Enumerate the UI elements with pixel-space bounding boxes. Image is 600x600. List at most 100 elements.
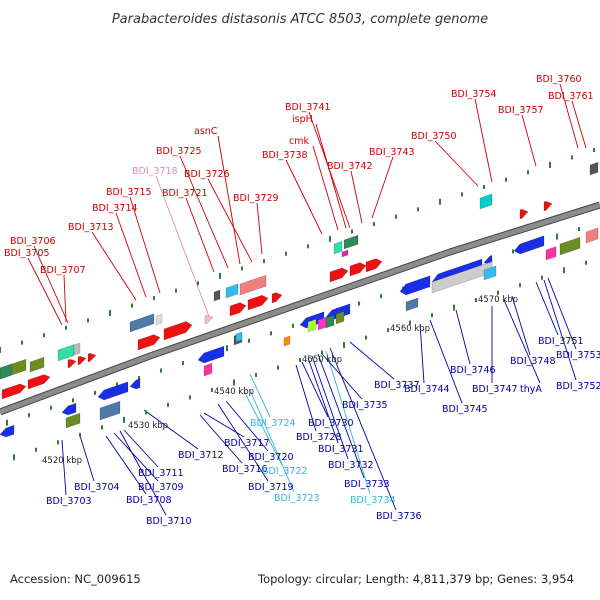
tick-dot <box>483 185 485 190</box>
callout-line <box>285 159 323 235</box>
callout-lines <box>27 83 587 516</box>
callout-line <box>105 435 147 495</box>
tick-dot <box>277 365 279 370</box>
gene-label: BDI_3738 <box>262 150 308 161</box>
gene-feature <box>197 345 225 364</box>
gene-label: BDI_3726 <box>184 169 230 180</box>
gene-feature <box>365 258 383 273</box>
gene-label: BDI_3710 <box>146 516 192 527</box>
callout-line <box>547 277 577 350</box>
gene-label: BDI_3723 <box>274 493 320 504</box>
tick-dot <box>131 303 133 308</box>
callout-line <box>315 123 347 229</box>
gene-feature <box>129 313 155 333</box>
gene-label: BDI_3754 <box>451 89 497 100</box>
tick-dot <box>233 379 235 386</box>
callout-line <box>63 274 67 323</box>
gene-feature <box>0 363 13 380</box>
gene-feature <box>349 262 367 277</box>
gene-feature <box>329 267 349 283</box>
gene-label: BDI_3709 <box>138 482 184 493</box>
kbp-tick-label: 4560 kbp <box>390 324 430 334</box>
gene-features <box>0 161 599 438</box>
tick-dot <box>153 296 155 301</box>
gene-feature <box>235 331 243 343</box>
callout-line <box>350 170 363 224</box>
callout-line <box>61 439 67 496</box>
callout-line <box>308 111 351 229</box>
tick-dot <box>182 361 184 366</box>
callout-line <box>249 389 295 493</box>
callout-line <box>243 390 283 466</box>
callout-line <box>371 156 394 219</box>
gene-label: BDI_3750 <box>411 131 457 142</box>
callout-line <box>155 175 211 320</box>
tick-dot <box>519 283 521 288</box>
gene-feature <box>137 334 161 351</box>
gene-label: BDI_3742 <box>327 161 373 172</box>
gene-label: BDI_3708 <box>126 495 172 506</box>
gene-label: BDI_3752 <box>556 381 600 392</box>
tick-dot <box>123 416 125 423</box>
callout-line <box>115 212 147 298</box>
gene-feature <box>67 358 77 369</box>
gene-feature <box>271 292 283 304</box>
tick-dot <box>512 249 514 254</box>
gene-label: BDI_3729 <box>233 193 279 204</box>
gene-feature <box>61 402 77 416</box>
tick-dot <box>255 372 257 377</box>
tick-dot <box>358 301 360 306</box>
gene-label: BDI_3736 <box>376 511 422 522</box>
gene-label: BDI_3706 <box>10 236 56 247</box>
gene-feature <box>213 289 221 302</box>
gene-feature <box>97 381 129 401</box>
tick-dot <box>94 390 96 395</box>
tick-dot <box>197 281 199 286</box>
callout-line <box>79 435 95 482</box>
tick-dot <box>578 227 580 232</box>
gene-label: asnC <box>194 126 218 137</box>
tick-dot <box>160 368 162 373</box>
tick-dot <box>109 309 111 316</box>
tick-dot <box>167 402 169 407</box>
gene-feature <box>77 355 87 366</box>
tick-dot <box>138 375 140 380</box>
callout-line <box>419 323 425 384</box>
callout-line <box>317 353 365 479</box>
tick-dot <box>0 347 1 353</box>
tick-dot <box>270 331 272 336</box>
gene-label: BDI_3732 <box>328 460 374 471</box>
callout-line <box>325 350 371 495</box>
kbp-tick-label: 4550 kbp <box>302 355 342 365</box>
callout-line <box>349 341 395 380</box>
tick-dot <box>527 170 529 175</box>
tick-dot <box>593 148 595 153</box>
tick-dot <box>241 266 243 271</box>
tick-dot <box>439 198 441 205</box>
callout-line <box>217 403 269 482</box>
tick-dot <box>13 454 15 461</box>
tick-dot <box>21 340 23 345</box>
gene-feature <box>204 314 214 325</box>
gene-feature <box>225 283 239 299</box>
tick-dot <box>409 320 411 325</box>
gene-feature <box>1 383 27 400</box>
callout-line <box>535 281 559 336</box>
gene-label: BDI_3704 <box>74 482 120 493</box>
kbp-labels: 4520 kbp 4530 kbp 4540 kbp 4550 kbp 4560 kbp… <box>42 295 518 466</box>
callout-line <box>119 430 167 516</box>
gene-feature <box>513 235 545 255</box>
gene-label: BDI_3748 <box>510 356 556 367</box>
tick-dot <box>226 345 228 352</box>
callout-line <box>511 295 531 356</box>
gene-feature <box>341 249 349 258</box>
callout-line <box>33 245 69 324</box>
gene-feature <box>29 356 45 373</box>
gene-feature <box>479 193 493 210</box>
gene-label: BDI_3737 <box>374 380 420 391</box>
gene-feature <box>73 342 81 356</box>
gene-label: BDI_3703 <box>46 496 92 507</box>
accession-text: Accession: NC_009615 <box>10 572 141 586</box>
gene-label: BDI_3719 <box>248 482 294 493</box>
